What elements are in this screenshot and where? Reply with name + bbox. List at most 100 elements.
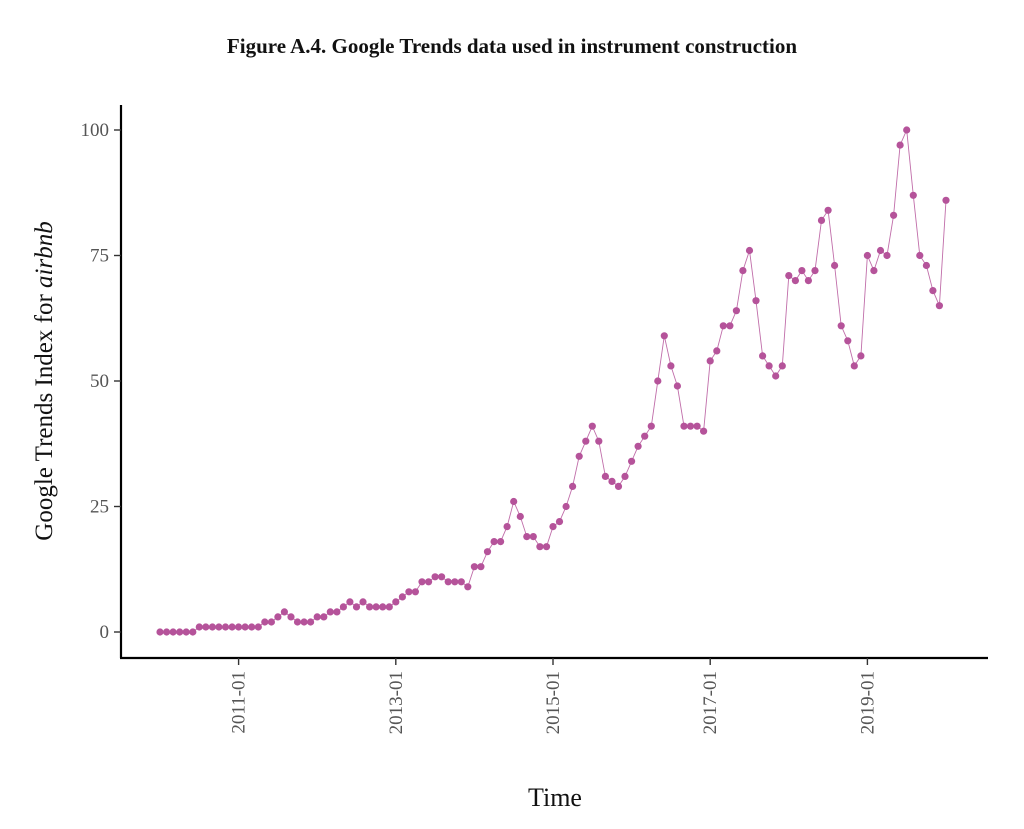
data-point <box>608 477 616 485</box>
x-tick-label: 2015-01 <box>543 671 564 734</box>
y-tick-label: 25 <box>90 497 109 518</box>
data-point <box>333 608 341 616</box>
data-point <box>195 623 203 631</box>
axes <box>119 105 988 660</box>
data-point <box>451 578 459 586</box>
data-point <box>169 628 177 636</box>
data-point <box>555 518 564 526</box>
data-point <box>863 251 872 260</box>
data-point <box>366 603 374 611</box>
y-tick-label: 0 <box>100 622 110 643</box>
series-points-layer <box>156 126 950 636</box>
data-point <box>909 191 917 199</box>
data-point <box>562 502 570 511</box>
data-point <box>280 608 288 616</box>
data-point <box>274 613 282 621</box>
data-point <box>575 452 583 460</box>
data-point <box>804 277 813 285</box>
data-point <box>857 352 865 360</box>
data-point <box>647 422 655 430</box>
data-point <box>483 548 492 556</box>
data-point <box>831 261 839 270</box>
data-point <box>385 603 393 611</box>
data-point <box>601 472 610 480</box>
data-point <box>791 277 800 285</box>
data-point <box>817 216 826 224</box>
data-point <box>398 593 406 601</box>
data-point <box>686 422 695 430</box>
data-point <box>516 512 524 521</box>
series-line-layer <box>160 128 947 633</box>
x-tick-label: 2019-01 <box>857 671 878 734</box>
data-point <box>313 613 321 621</box>
data-point <box>595 437 603 445</box>
data-point <box>876 246 885 255</box>
data-point <box>300 618 308 626</box>
data-point <box>890 211 898 219</box>
data-point <box>431 573 439 581</box>
data-point <box>719 322 727 330</box>
data-point <box>706 357 714 365</box>
data-point <box>241 623 249 631</box>
data-point <box>470 563 478 571</box>
data-point <box>759 352 767 360</box>
data-point <box>811 267 819 275</box>
data-point <box>156 628 164 636</box>
data-point <box>739 267 747 275</box>
data-point <box>438 573 446 581</box>
data-point <box>752 297 760 305</box>
data-point <box>529 533 537 541</box>
data-point <box>163 628 171 636</box>
data-point <box>418 578 426 586</box>
data-point <box>392 598 400 606</box>
data-point <box>569 482 577 490</box>
data-point <box>628 457 636 465</box>
y-axis-label-prefix: Google Trends Index for <box>31 288 58 541</box>
data-point <box>680 422 688 430</box>
data-point <box>267 618 275 626</box>
data-point <box>693 422 701 430</box>
x-tick-label: 2013-01 <box>386 671 407 734</box>
x-axis-ticks: 2011-01 2013-01 2015-01 2017-01 2019-01 <box>229 658 878 734</box>
data-point <box>713 347 721 355</box>
data-point <box>359 598 367 606</box>
data-point <box>372 603 380 611</box>
data-point <box>929 287 937 295</box>
data-point <box>837 322 845 330</box>
x-tick-label: 2011-01 <box>229 671 250 734</box>
data-point <box>916 251 924 260</box>
data-point <box>352 603 361 611</box>
data-point <box>614 482 623 490</box>
data-point <box>673 382 682 390</box>
data-point <box>745 246 754 255</box>
data-point <box>844 337 852 345</box>
data-point <box>667 362 675 370</box>
data-point <box>176 628 184 636</box>
data-point <box>896 141 904 149</box>
data-point <box>942 196 950 204</box>
data-point <box>326 608 334 616</box>
data-point <box>772 372 780 380</box>
data-point <box>346 598 354 606</box>
data-point <box>798 267 806 275</box>
data-point <box>588 422 596 430</box>
data-point <box>307 618 315 626</box>
data-point <box>903 126 911 134</box>
data-point <box>477 563 485 571</box>
data-point <box>765 362 773 370</box>
y-tick-label: 100 <box>81 120 110 141</box>
series-line <box>160 128 947 633</box>
data-point <box>935 302 944 310</box>
data-point <box>320 613 328 621</box>
data-point <box>379 603 387 611</box>
data-point <box>660 332 668 340</box>
data-point <box>464 583 472 591</box>
data-point <box>700 427 708 435</box>
data-point <box>182 628 190 636</box>
data-point <box>202 623 210 631</box>
data-point <box>922 261 931 270</box>
data-point <box>542 543 551 551</box>
y-axis-label: Google Trends Index for airbnb <box>31 221 58 540</box>
y-axis-label-term: airbnb <box>31 221 58 288</box>
data-point <box>189 628 197 636</box>
